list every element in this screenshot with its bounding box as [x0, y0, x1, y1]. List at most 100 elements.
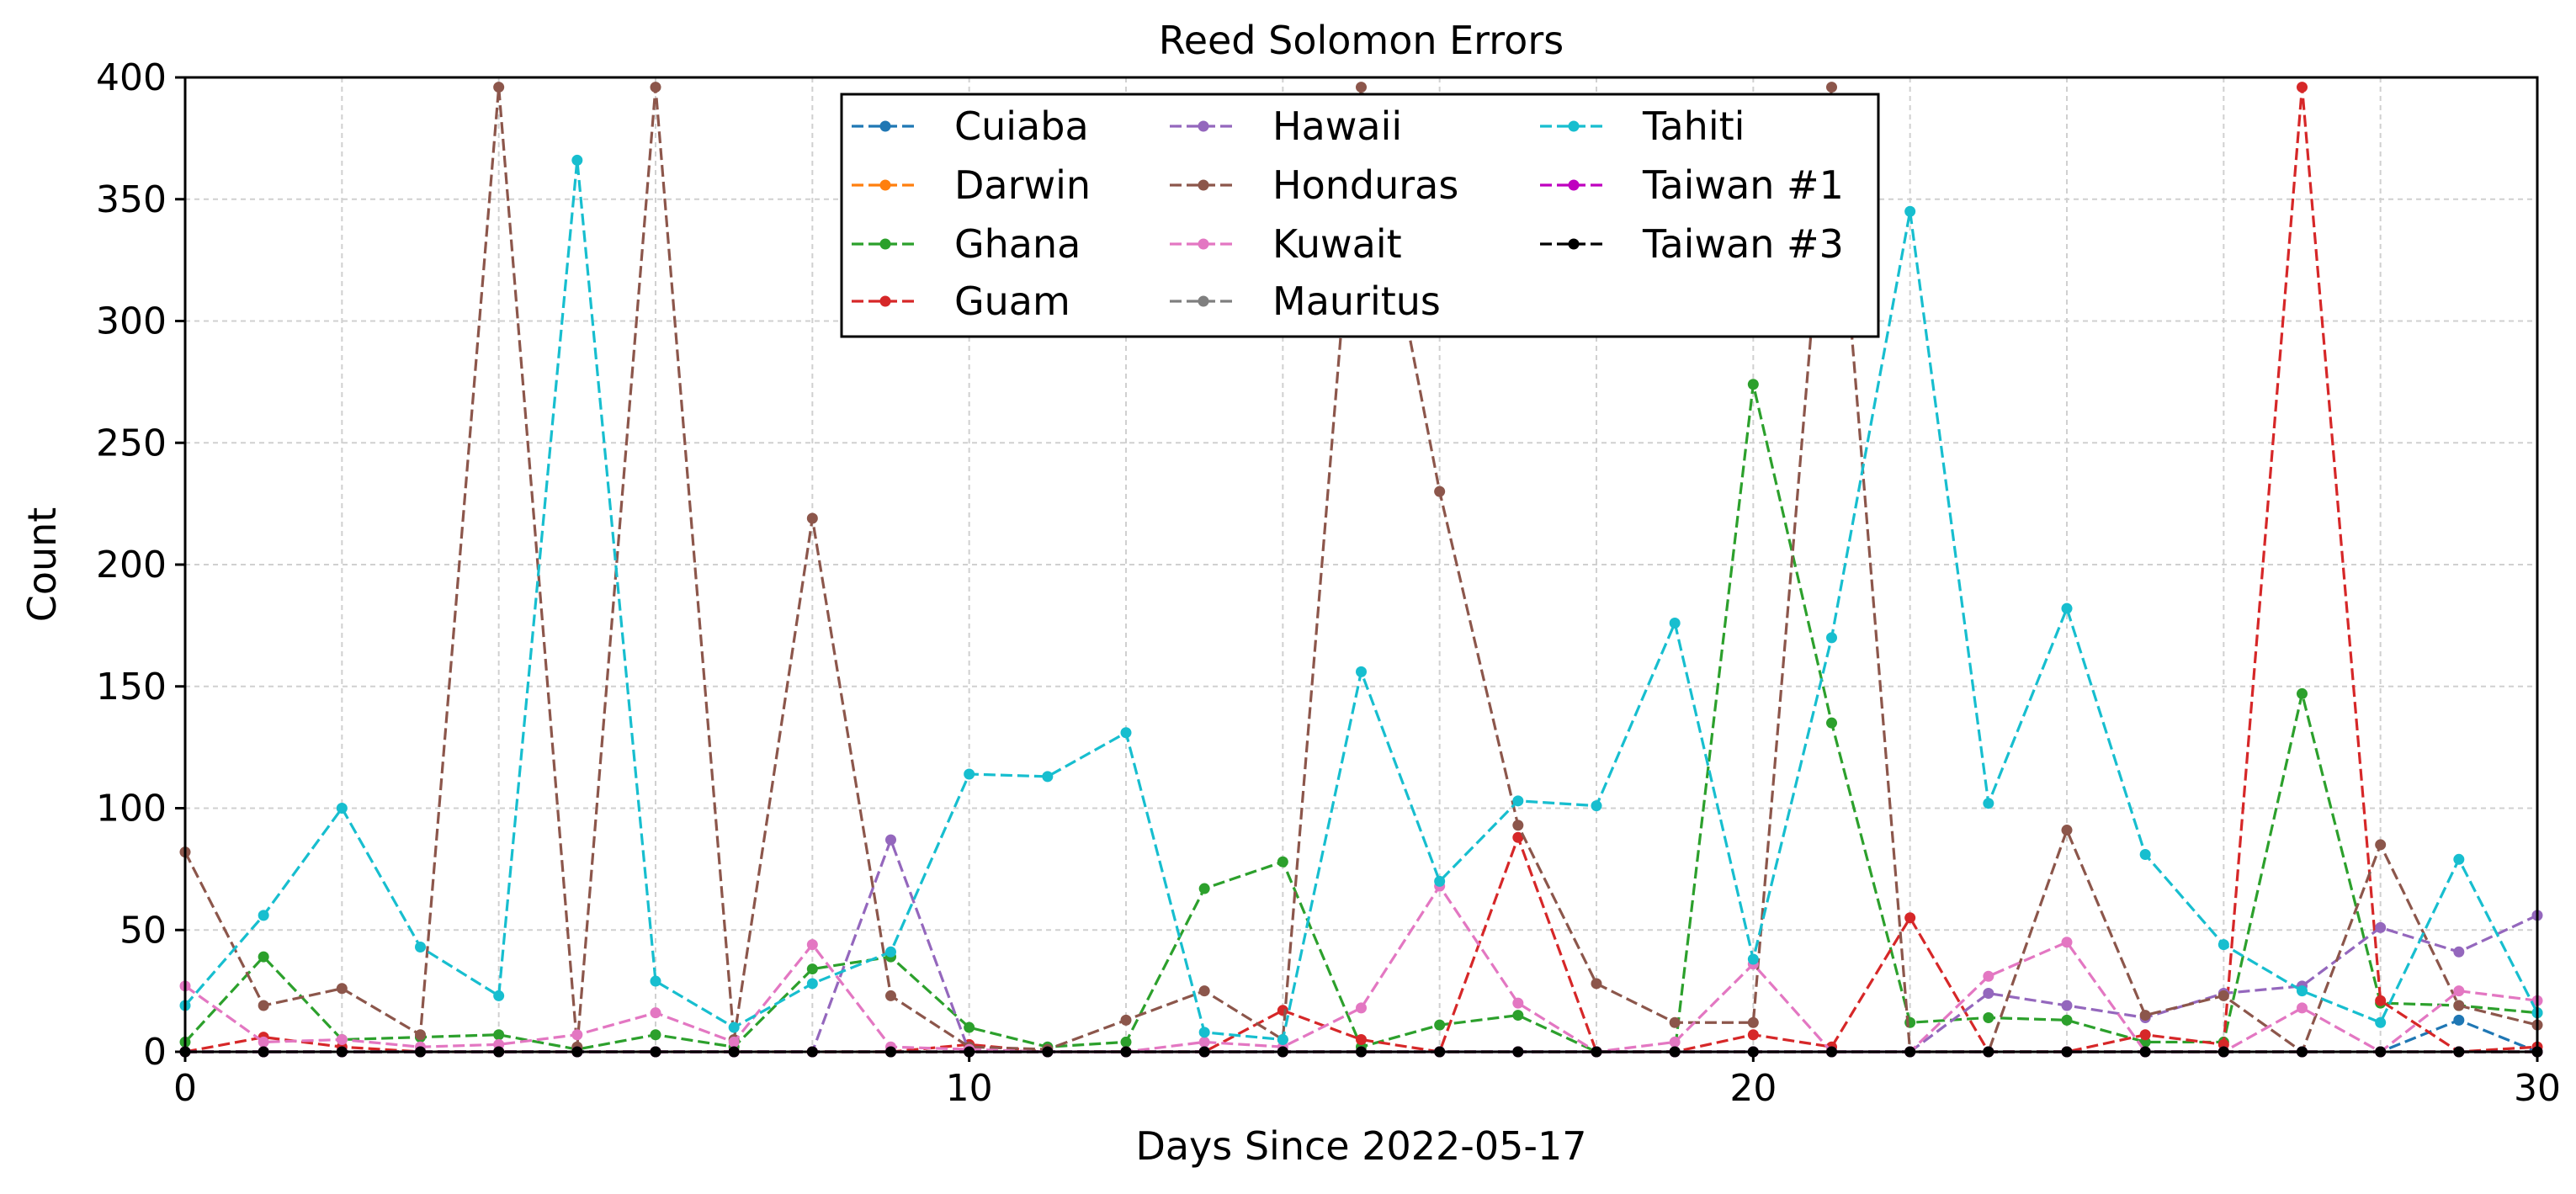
data-point	[2061, 825, 2073, 836]
data-point	[2453, 1014, 2465, 1026]
legend-swatch-marker	[879, 238, 891, 250]
data-point	[806, 512, 818, 524]
series-tahiti	[179, 154, 2543, 1046]
data-point	[1356, 1034, 1367, 1046]
data-point	[2061, 1014, 2073, 1026]
x-tick-label: 10	[946, 1067, 993, 1110]
data-point	[1434, 875, 1446, 887]
data-point	[1512, 1010, 1524, 1022]
data-point	[964, 1022, 975, 1033]
data-point	[2297, 985, 2308, 997]
legend-label: Cuiaba	[954, 103, 1089, 149]
data-point	[1591, 800, 1602, 812]
data-point	[1120, 1014, 1132, 1026]
data-point	[1747, 1029, 1759, 1041]
data-point	[1669, 1036, 1681, 1048]
data-point	[1198, 1027, 1210, 1038]
data-point	[258, 1000, 269, 1011]
legend-label: Kuwait	[1272, 221, 1402, 267]
legend-label: Guam	[954, 279, 1070, 324]
legend-item: Kuwait	[1170, 221, 1402, 267]
legend-swatch-marker	[879, 120, 891, 132]
data-point	[1198, 1036, 1210, 1048]
legend-item: Taiwan #1	[1540, 162, 1844, 208]
data-point	[258, 951, 269, 963]
data-point	[885, 990, 896, 1001]
legend-item: Mauritus	[1170, 279, 1441, 324]
data-point	[1277, 1034, 1288, 1046]
y-tick-label: 50	[120, 909, 167, 952]
data-point	[2375, 921, 2387, 933]
data-point	[2453, 946, 2465, 958]
y-axis-label: Count	[19, 507, 65, 623]
data-point	[2061, 937, 2073, 948]
data-point	[728, 1022, 740, 1033]
data-point	[1120, 1036, 1132, 1048]
legend: Cuiaba Darwin Ghana Guam Hawaii Honduras Kuwai…	[840, 93, 1880, 338]
data-point	[1434, 1019, 1446, 1031]
legend-item: Darwin	[852, 162, 1091, 208]
data-point	[2297, 687, 2308, 699]
data-point	[1826, 632, 1837, 644]
data-point	[415, 942, 426, 953]
data-point	[1277, 856, 1288, 868]
legend-swatch-marker	[1198, 238, 1209, 250]
legend-label: Taiwan #3	[1642, 221, 1844, 267]
data-point	[885, 946, 896, 958]
data-point	[1198, 883, 1210, 894]
data-point	[2453, 1000, 2465, 1011]
y-tick-label: 150	[96, 666, 167, 708]
legend-label: Mauritus	[1272, 279, 1441, 324]
data-point	[806, 963, 818, 975]
legend-label: Hawaii	[1272, 103, 1402, 149]
legend-label: Tahiti	[1642, 103, 1745, 149]
y-tick-label: 350	[96, 178, 167, 221]
data-point	[650, 975, 661, 987]
data-point	[728, 1036, 740, 1048]
legend-swatch-marker	[1568, 120, 1580, 132]
data-point	[1356, 82, 1367, 93]
data-point	[2297, 1002, 2308, 1014]
legend-item: Hawaii	[1170, 103, 1402, 149]
y-tick-label: 250	[96, 422, 167, 464]
data-point	[650, 1029, 661, 1041]
data-point	[650, 1007, 661, 1019]
data-point	[1826, 82, 1837, 93]
legend-item: Honduras	[1170, 162, 1458, 208]
data-point	[1669, 617, 1681, 629]
y-tick-label: 100	[96, 788, 167, 830]
data-point	[2139, 1029, 2151, 1041]
data-point	[258, 910, 269, 921]
legend-label: Taiwan #1	[1642, 162, 1844, 208]
data-point	[2453, 853, 2465, 865]
data-point	[1120, 727, 1132, 739]
data-point	[1747, 1016, 1759, 1028]
data-point	[1356, 666, 1367, 677]
x-tick-label: 20	[1729, 1067, 1777, 1110]
legend-label: Ghana	[954, 221, 1081, 267]
data-point	[258, 1036, 269, 1048]
legend-swatch-marker	[1198, 120, 1209, 132]
data-point	[2375, 995, 2387, 1006]
data-point	[1904, 912, 1916, 924]
data-point	[415, 1029, 426, 1041]
data-point	[1983, 798, 1994, 809]
data-point	[1983, 970, 1994, 982]
data-point	[806, 978, 818, 990]
data-point	[493, 1029, 505, 1041]
x-tick-label: 0	[173, 1067, 197, 1110]
data-point	[1512, 820, 1524, 831]
data-point	[2217, 939, 2229, 951]
data-point	[1512, 831, 1524, 843]
legend-item: Cuiaba	[852, 103, 1089, 149]
data-point	[1277, 1005, 1288, 1016]
data-point	[336, 983, 348, 995]
data-point	[1512, 795, 1524, 807]
legend-label: Darwin	[954, 162, 1091, 208]
data-point	[2139, 849, 2151, 861]
data-point	[1042, 771, 1054, 783]
data-point	[1904, 205, 1916, 217]
data-point	[1826, 717, 1837, 729]
x-tick-label: 30	[2514, 1067, 2561, 1110]
data-point	[1747, 379, 1759, 390]
